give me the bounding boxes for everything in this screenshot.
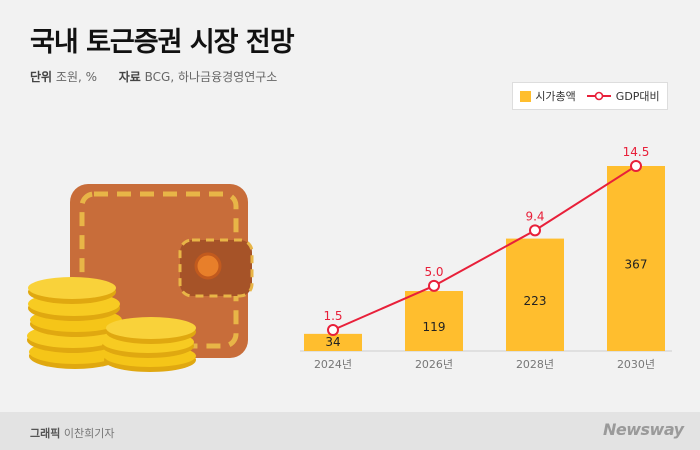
bar-2028년 xyxy=(506,238,564,351)
x-tick-label: 2026년 xyxy=(415,358,453,371)
gdp-value-label: 14.5 xyxy=(623,145,650,159)
gdp-line xyxy=(332,165,637,331)
chart-legend: 시가총액 GDP대비 xyxy=(512,82,668,110)
legend-bar-label: 시가총액 xyxy=(535,90,576,103)
bar-2024년 xyxy=(304,333,362,351)
gdp-point xyxy=(630,160,642,172)
gdp-value-label: 5.0 xyxy=(424,265,443,279)
bar-2030년 xyxy=(607,166,665,351)
legend-line-label: GDP대비 xyxy=(615,90,660,103)
x-tick-label: 2024년 xyxy=(314,358,352,371)
bar-value-label: 119 xyxy=(423,320,446,334)
legend-item-line: GDP대비 xyxy=(586,88,660,104)
legend-line-swatch xyxy=(586,91,611,101)
chart-meta: 단위 조원, % 자료 BCG, 하나금융경영연구소 xyxy=(30,68,277,85)
x-tick-label: 2030년 xyxy=(617,358,655,371)
x-tick-label: 2028년 xyxy=(516,358,554,371)
newsway-logo: Newsway xyxy=(603,420,684,439)
unit-label: 단위 xyxy=(30,70,53,84)
footer-bar xyxy=(0,412,700,450)
source-label: 자료 xyxy=(118,70,141,84)
bar-value-label: 223 xyxy=(524,294,547,308)
bar-value-label: 34 xyxy=(325,335,340,349)
gdp-value-label: 9.4 xyxy=(525,209,544,223)
legend-bar-swatch xyxy=(520,90,532,102)
gdp-point xyxy=(327,324,339,336)
gdp-point xyxy=(529,224,541,237)
source-value: BCG, 하나금융경영연구소 xyxy=(144,70,278,84)
footer-credit: 그래픽 이찬희기자 xyxy=(30,425,114,441)
legend-item-bar: 시가총액 xyxy=(520,88,576,104)
credit-name: 이찬희기자 xyxy=(63,427,115,440)
unit-value: 조원, % xyxy=(55,70,98,84)
credit-label: 그래픽 xyxy=(30,427,61,440)
chart-title: 국내 토근증권 시장 전망 xyxy=(30,27,295,58)
bar-2026년 xyxy=(405,291,463,351)
gdp-value-label: 1.5 xyxy=(323,309,342,323)
bar-value-label: 367 xyxy=(625,258,648,272)
gdp-point xyxy=(428,279,440,292)
